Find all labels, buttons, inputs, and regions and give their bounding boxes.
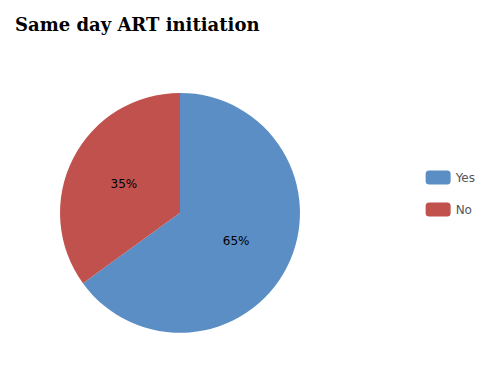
svg-text:Yes: Yes: [455, 171, 475, 185]
svg-text:65%: 65%: [223, 234, 250, 248]
svg-text:No: No: [456, 203, 472, 217]
svg-text:35%: 35%: [111, 177, 138, 191]
svg-text:Same day ART initiation: Same day ART initiation: [15, 14, 260, 35]
